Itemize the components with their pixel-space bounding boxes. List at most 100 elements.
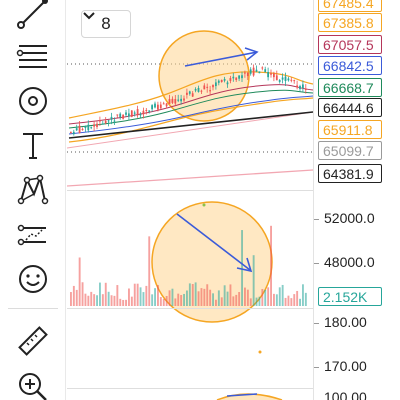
volume-bar [200, 288, 203, 306]
candle-body [136, 109, 139, 116]
text-tool[interactable] [12, 124, 54, 166]
marker-dot [202, 203, 206, 207]
candle-body [128, 113, 130, 117]
ma-line [68, 84, 313, 125]
axis-tick-mark [314, 263, 319, 264]
volume-bar [183, 293, 185, 306]
volume-bar [101, 294, 104, 306]
drawing-toolbar [0, 0, 66, 400]
candle-body [174, 99, 177, 104]
trend-line-icon [17, 0, 48, 29]
candle-body [157, 104, 159, 110]
volume-bar [270, 225, 272, 306]
volume-bar [165, 295, 168, 306]
volume-bar [244, 287, 246, 306]
candle-body [241, 75, 243, 79]
volume-bar [255, 297, 258, 306]
smiley-icon [19, 265, 47, 293]
bollinger-lower [68, 97, 313, 143]
candle-body [229, 78, 232, 81]
volume-bar [296, 290, 299, 306]
volume-bar [81, 282, 84, 306]
price-level-tag: 67057.5 [318, 35, 382, 54]
volume-bar [148, 236, 151, 306]
prediction-tool[interactable] [12, 214, 54, 256]
volume-bar [125, 299, 127, 306]
candle-body [275, 75, 278, 81]
candle-body [258, 71, 261, 74]
candle-body [75, 128, 78, 131]
candle-body [125, 112, 127, 115]
candle-body [81, 128, 84, 130]
volume-bar [180, 295, 183, 306]
volume-bar [281, 284, 284, 306]
candle-body [96, 123, 98, 127]
volume-bar [241, 230, 243, 306]
candle-body [209, 90, 211, 92]
candle-body [238, 75, 240, 79]
pattern-tool[interactable] [12, 168, 54, 210]
rsi-pane [216, 350, 283, 400]
volume-bar [304, 292, 307, 306]
volume-bar [84, 293, 87, 306]
chart-area[interactable]: 8 [67, 0, 313, 400]
volume-bar [119, 298, 122, 306]
chart-canvas [67, 30, 313, 400]
candle-body [133, 112, 136, 114]
fib-retracement-tool[interactable] [12, 34, 54, 76]
axis-tick-mark [314, 367, 319, 368]
up-arrow-head [244, 47, 259, 61]
pane-divider[interactable] [67, 388, 400, 389]
candle-body [159, 104, 162, 109]
pane-divider[interactable] [67, 190, 400, 191]
candle-body [113, 120, 116, 122]
bollinger-upper [68, 71, 313, 119]
volume-bar [168, 290, 171, 306]
volume-bar [238, 292, 241, 306]
price-axis[interactable]: 67485.4 67385.8 67057.5 66842.5 66668.7 66444… [313, 0, 400, 400]
candle-body [267, 71, 269, 78]
rsi-axis-label: 170.00 [324, 358, 367, 374]
volume-bar [206, 284, 209, 306]
volume-bar [191, 284, 194, 306]
price-level-tag: 64381.9 [318, 164, 382, 183]
candle-body [70, 131, 72, 133]
volume-bar [235, 294, 238, 306]
volume-bar [209, 289, 212, 306]
candle-body [130, 110, 133, 117]
volume-bar [223, 285, 226, 306]
rsi-axis-label: 180.00 [324, 314, 367, 330]
candle-body [281, 77, 284, 80]
candle-body [110, 116, 113, 120]
candle-body [290, 79, 293, 81]
candle-body [119, 113, 122, 118]
volume-bar [162, 298, 165, 306]
volume-value-tag: 2.152K [318, 287, 382, 306]
toolbar-separator [8, 308, 58, 309]
zoom-tool[interactable] [12, 366, 54, 400]
candle-body [72, 131, 75, 135]
volume-bar [284, 297, 287, 306]
volume-bar [116, 285, 119, 306]
trend-line-tool[interactable] [12, 0, 54, 34]
candle-body [165, 103, 168, 107]
brush-tool[interactable] [12, 80, 54, 122]
trend-line [67, 169, 313, 187]
text-t-icon [23, 133, 43, 159]
indicator-count: 8 [101, 14, 111, 33]
candle-body [194, 89, 197, 91]
measure-tool[interactable] [12, 320, 54, 362]
up-arrow-line [184, 51, 258, 67]
candle-body [122, 114, 124, 119]
volume-bar [217, 290, 220, 306]
volume-bar [136, 283, 139, 306]
collapse-indicators-button[interactable]: 8 [81, 10, 131, 38]
candle-body [206, 86, 209, 88]
volume-bar [107, 291, 110, 306]
volume-bar [159, 297, 162, 306]
candle-body [183, 98, 185, 101]
volume-bar [113, 295, 116, 306]
icons-tool[interactable] [12, 258, 54, 300]
candle-body [220, 79, 223, 83]
pane-divider[interactable] [67, 308, 400, 309]
